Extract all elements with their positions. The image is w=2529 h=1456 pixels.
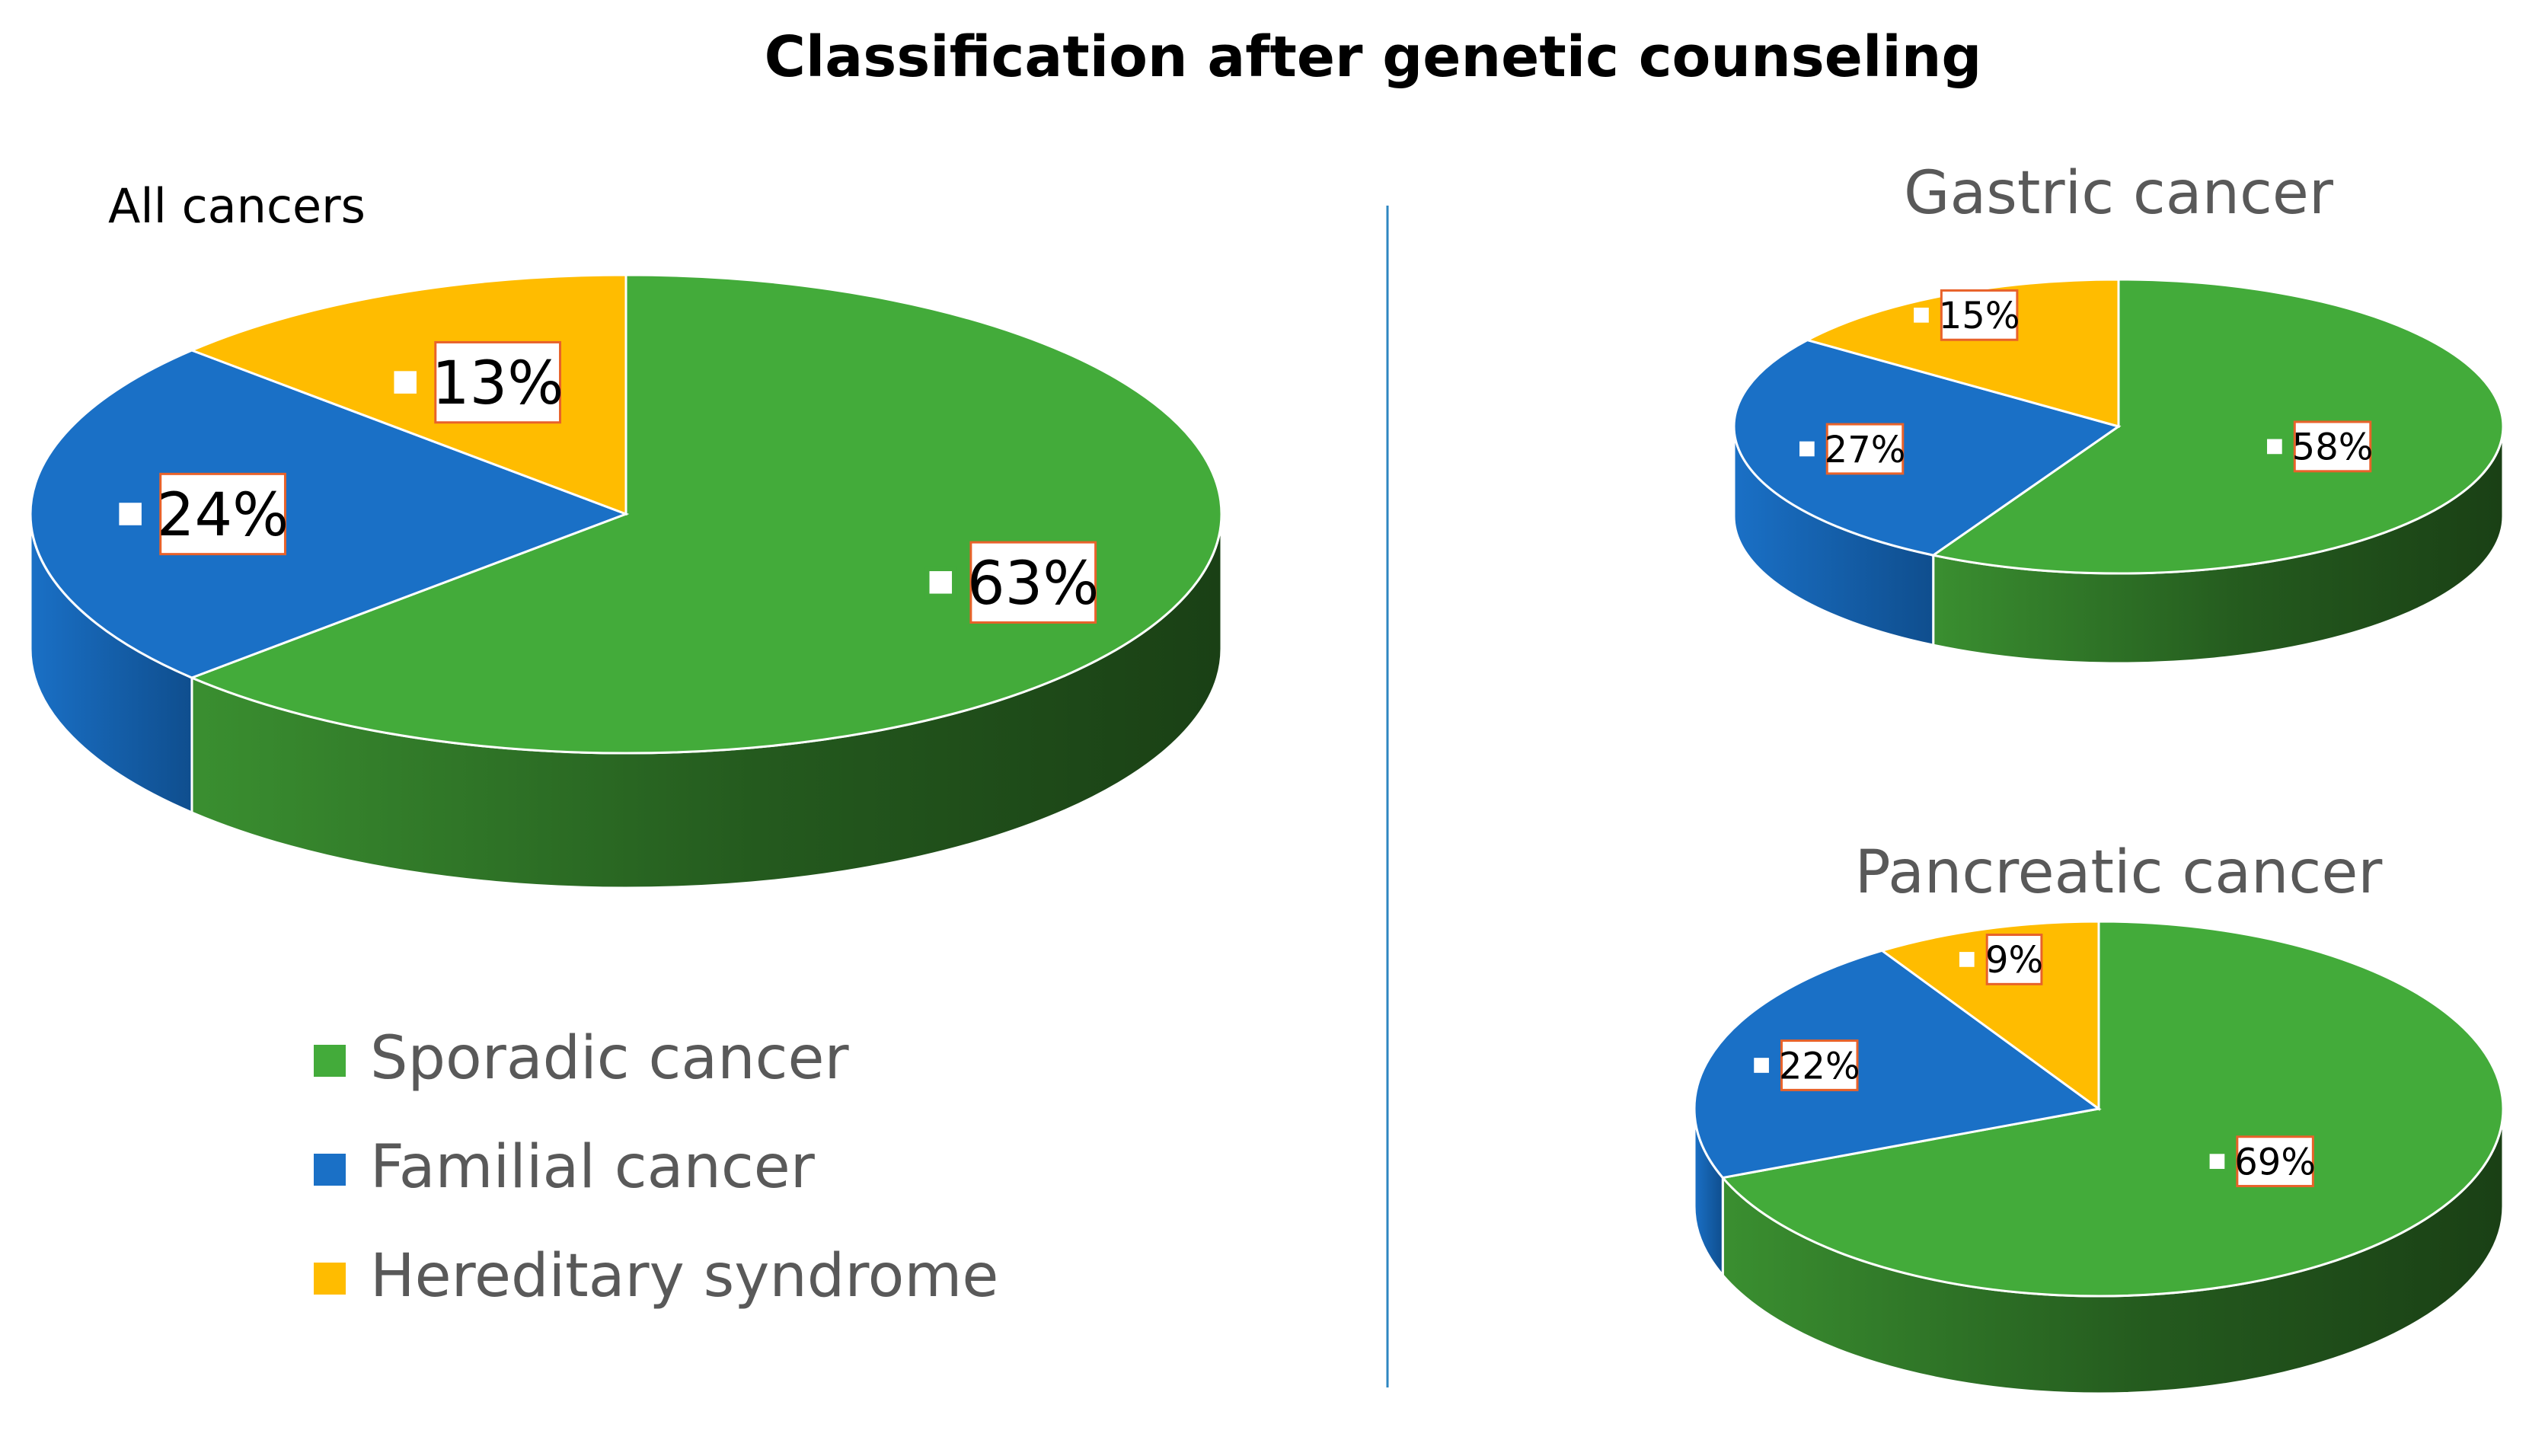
pie-pancreatic-cancer: 69% 22% 9% — [1693, 920, 2505, 1395]
pie-slice-familial — [29, 349, 630, 679]
legend-key-hereditary — [388, 366, 422, 399]
data-label-sporadic: 58% — [2263, 420, 2374, 473]
legend-key-sporadic — [2206, 1150, 2228, 1173]
pie-slice-familial — [1693, 949, 2102, 1180]
data-label-text: 22% — [1779, 1045, 1860, 1087]
data-label-familial: 24% — [113, 472, 289, 556]
legend-label-hereditary: Hereditary syndrome — [370, 1242, 998, 1311]
pie-slice-sporadic — [1720, 920, 2505, 1298]
legend: Sporadic cancer Familial cancer Heredita… — [314, 1024, 998, 1311]
data-label-text: 58% — [2292, 426, 2374, 469]
data-label-familial: 27% — [1796, 423, 1906, 475]
data-label-hereditary: 13% — [388, 340, 564, 424]
data-label-text: 15% — [1939, 295, 2020, 337]
pie-slice-familial — [1732, 338, 2122, 557]
data-label-box — [1780, 1039, 1859, 1091]
legend-key-sporadic — [2263, 436, 2286, 458]
pie-gastric-cancer: 58% 27% 15% — [1732, 278, 2505, 665]
legend-key-familial — [1796, 438, 1819, 460]
pie-title-gastric-cancer: Gastric cancer — [1904, 159, 2334, 228]
legend-swatch-sporadic — [314, 1045, 346, 1077]
data-label-box — [1985, 934, 2043, 985]
data-label-hereditary: 15% — [1910, 289, 2020, 341]
data-label-box — [434, 340, 562, 424]
legend-item-hereditary: Hereditary syndrome — [314, 1242, 998, 1311]
legend-label-familial: Familial cancer — [370, 1133, 816, 1202]
legend-key-hereditary — [1956, 948, 1978, 971]
pie-slice-sporadic — [1930, 278, 2505, 575]
data-label-text: 9% — [1985, 939, 2043, 982]
data-label-sporadic: 63% — [924, 541, 1099, 624]
pie-slice-sporadic — [188, 273, 1223, 755]
legend-key-hereditary — [1910, 304, 1933, 326]
data-label-box — [1825, 423, 1905, 475]
data-label-text: 13% — [432, 350, 564, 418]
legend-label-sporadic: Sporadic cancer — [370, 1024, 849, 1093]
legend-key-familial — [1750, 1054, 1773, 1077]
data-label-box — [1940, 289, 2019, 341]
data-label-text: 69% — [2234, 1141, 2316, 1183]
data-label-sporadic: 69% — [2206, 1135, 2316, 1188]
data-label-hereditary: 9% — [1956, 934, 2043, 985]
data-label-text: 27% — [1825, 429, 1906, 471]
data-label-box — [159, 472, 286, 556]
legend-swatch-hereditary — [314, 1263, 346, 1295]
pie-slice-hereditary — [1879, 920, 2100, 1111]
pie-title-pancreatic-cancer: Pancreatic cancer — [1855, 838, 2384, 907]
chart-title: Classification after genetic counseling — [765, 24, 1982, 90]
legend-key-sporadic — [924, 566, 957, 599]
data-label-box — [2236, 1135, 2314, 1188]
legend-key-familial — [113, 497, 147, 531]
pie-all-cancers: 63% 24% 13% — [29, 273, 1223, 889]
pie-title-all-cancers: All cancers — [108, 178, 366, 234]
data-label-box — [2293, 420, 2372, 473]
legend-swatch-familial — [314, 1154, 346, 1186]
data-label-box — [969, 541, 1097, 624]
legend-item-sporadic: Sporadic cancer — [314, 1024, 849, 1093]
legend-item-familial: Familial cancer — [314, 1133, 816, 1202]
data-label-text: 24% — [157, 481, 289, 550]
data-label-familial: 22% — [1750, 1039, 1860, 1091]
data-label-text: 63% — [967, 550, 1099, 618]
